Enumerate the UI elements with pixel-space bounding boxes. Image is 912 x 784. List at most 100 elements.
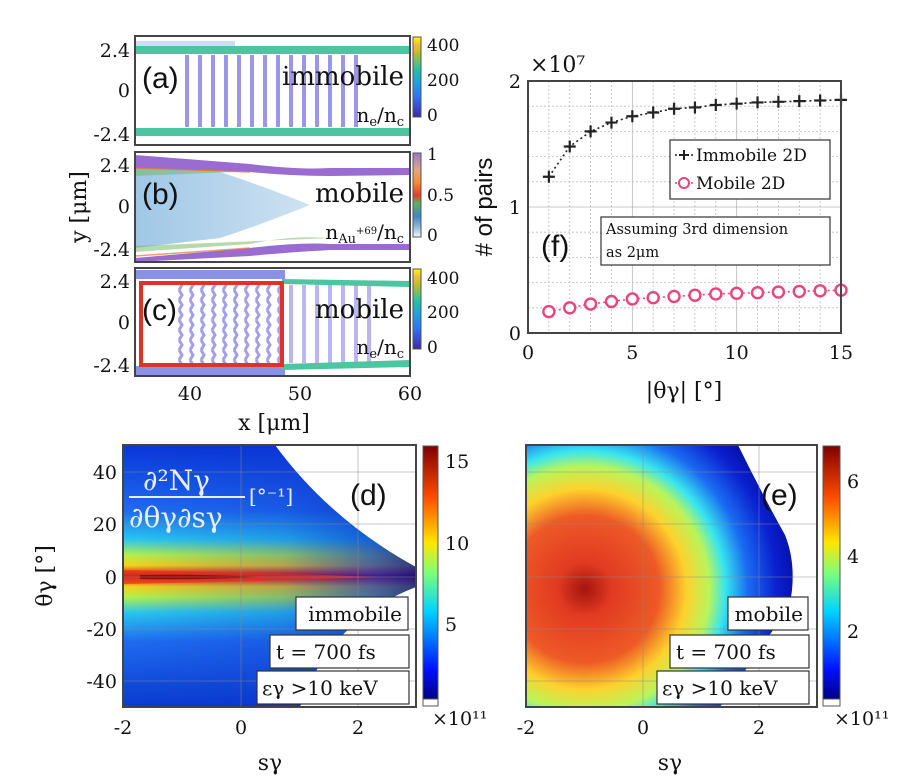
x-tick: 40 [178, 383, 202, 405]
data-point-plus [563, 140, 576, 153]
panel-a-cbar-tick: 400 [427, 36, 459, 56]
panel-a-label: immobile [282, 62, 404, 92]
formula-unit: [°⁻¹] [249, 484, 293, 508]
panel-d-x-axis-label: sγ [258, 751, 282, 776]
panel-a-lower-wall [135, 128, 410, 136]
panel-b-lower-wall [135, 243, 410, 262]
panel-e-time: t = 700 fs [676, 640, 776, 664]
f-x-tick: 10 [725, 342, 749, 364]
y-tick: 2.4 [100, 40, 130, 62]
panel-c-highlight-box [139, 281, 284, 367]
f-y-tick: 2 [509, 71, 521, 93]
d-y-tick: 20 [93, 514, 117, 536]
panel-b-cbar-tick: 1 [427, 145, 438, 165]
panel-d: ∂²Nγ ∂θγ∂sγ [°⁻¹] (d) immobile t = 700 f… [33, 444, 487, 776]
panel-d-time: t = 700 fs [276, 640, 376, 664]
panel-f-legend: Immobile 2D Mobile 2D [669, 139, 831, 200]
panel-d-frame [122, 444, 417, 708]
panel-e-tag: (e) [761, 479, 798, 512]
e-x-tick: -2 [517, 717, 536, 739]
top-left-x-ticks: 40 50 60 [178, 383, 422, 405]
panel-a: (a) immobile ne/nc 400 200 0 [134, 35, 459, 146]
panel-c-lower-wall [282, 360, 410, 370]
panel-d-label-box [295, 596, 409, 631]
panel-f-frame [527, 80, 842, 334]
d-x-tick: 2 [352, 717, 364, 739]
panel-a-cbar-tick: 0 [427, 106, 438, 126]
e-x-tick: 2 [753, 717, 765, 739]
panel-d-label: immobile [308, 602, 402, 626]
panel-a-tag: (a) [142, 62, 179, 95]
legend-label-mobile: Mobile 2D [696, 174, 785, 194]
formula-denominator: ∂θγ∂sγ [129, 501, 223, 534]
data-point-plus [584, 125, 597, 138]
e-cbar-tick: 6 [847, 471, 859, 493]
panel-d-tag: (d) [350, 479, 387, 512]
panel-b-ion-expansion [135, 165, 310, 248]
panel-c-quantity: ne/nc [357, 335, 405, 362]
d-cbar-multiplier: ×10¹¹ [432, 708, 487, 730]
panel-d-energy: εγ >10 keV [262, 676, 378, 700]
data-point-circle [583, 297, 598, 311]
panel-e-frame [525, 444, 818, 708]
panel-c-upper-wall [282, 279, 410, 287]
legend-marker-circle-icon [678, 177, 690, 189]
data-point-plus [605, 116, 618, 129]
data-point-circle [563, 301, 577, 315]
d-y-tick: 0 [105, 567, 117, 589]
panel-d-time-box [269, 634, 410, 669]
f-x-tick: 5 [626, 342, 638, 364]
data-point-plus [626, 110, 639, 123]
data-point-circle [709, 287, 723, 301]
panel-a-upper-wall [135, 46, 410, 54]
data-point-circle [688, 288, 702, 302]
data-point-circle [792, 284, 806, 299]
formula-numerator: ∂²Nγ [143, 464, 210, 497]
panel-a-density-stripes [180, 55, 360, 127]
e-cbar-tick: 2 [847, 621, 859, 643]
panel-b-label: mobile [315, 179, 404, 209]
panel-e-label-box [727, 596, 809, 631]
e-x-tick: 0 [637, 717, 649, 739]
panel-b-cbar-tick: 0.5 [427, 186, 454, 206]
panel-c-cbar-tick: 0 [427, 338, 438, 358]
data-point-circle [667, 289, 681, 304]
y-tick: -2.4 [93, 124, 130, 146]
panel-d-formula: ∂²Nγ ∂θγ∂sγ [°⁻¹] [129, 464, 293, 534]
e-cbar-tick: 4 [847, 546, 859, 568]
panel-b-tag: (b) [142, 178, 179, 211]
annotation-box [600, 216, 831, 266]
annotation-line: as 2μm [606, 245, 659, 261]
data-point-plus [647, 106, 660, 119]
data-point-circle [646, 291, 660, 305]
panel-c-label: mobile [315, 295, 404, 325]
d-cbar-tick: 15 [445, 451, 469, 473]
data-point-plus [688, 101, 701, 114]
top-left-y-axis-label: y [μm] [67, 171, 92, 244]
panel-f-x-axis-label: |θγ| [°] [646, 379, 722, 404]
panel-e-colorbar [822, 445, 841, 701]
panel-c-colorbar [412, 268, 422, 350]
f-x-tick: 15 [829, 342, 853, 364]
annotation-line: Assuming 3rd dimension [605, 222, 788, 238]
series-mobile-2d [542, 283, 848, 319]
panel-c-cbar-tick: 400 [427, 269, 459, 289]
d-x-tick: 0 [235, 717, 247, 739]
d-cbar-tick: 10 [445, 533, 469, 555]
y-tick: 0 [118, 80, 130, 102]
legend-label-immobile: Immobile 2D [696, 146, 807, 166]
panel-f-multiplier: ×10⁷ [530, 53, 585, 78]
panel-e: (e) mobile t = 700 fs εγ >10 keV -2 0 2 … [517, 444, 889, 776]
panel-b-upper-wall [135, 155, 410, 176]
data-point-circle [604, 294, 619, 309]
panel-c-frame [134, 267, 411, 377]
f-y-tick: 1 [509, 197, 521, 219]
x-tick: 50 [288, 383, 312, 405]
top-left-x-axis-label: x [μm] [238, 411, 310, 436]
panel-b-quantity: nAu+69/nc [325, 220, 404, 247]
y-tick: 2.4 [100, 271, 130, 293]
data-point-circle [813, 284, 827, 298]
data-point-plus [772, 95, 785, 108]
data-point-circle [771, 285, 786, 299]
panel-c-density-structure [175, 285, 280, 363]
